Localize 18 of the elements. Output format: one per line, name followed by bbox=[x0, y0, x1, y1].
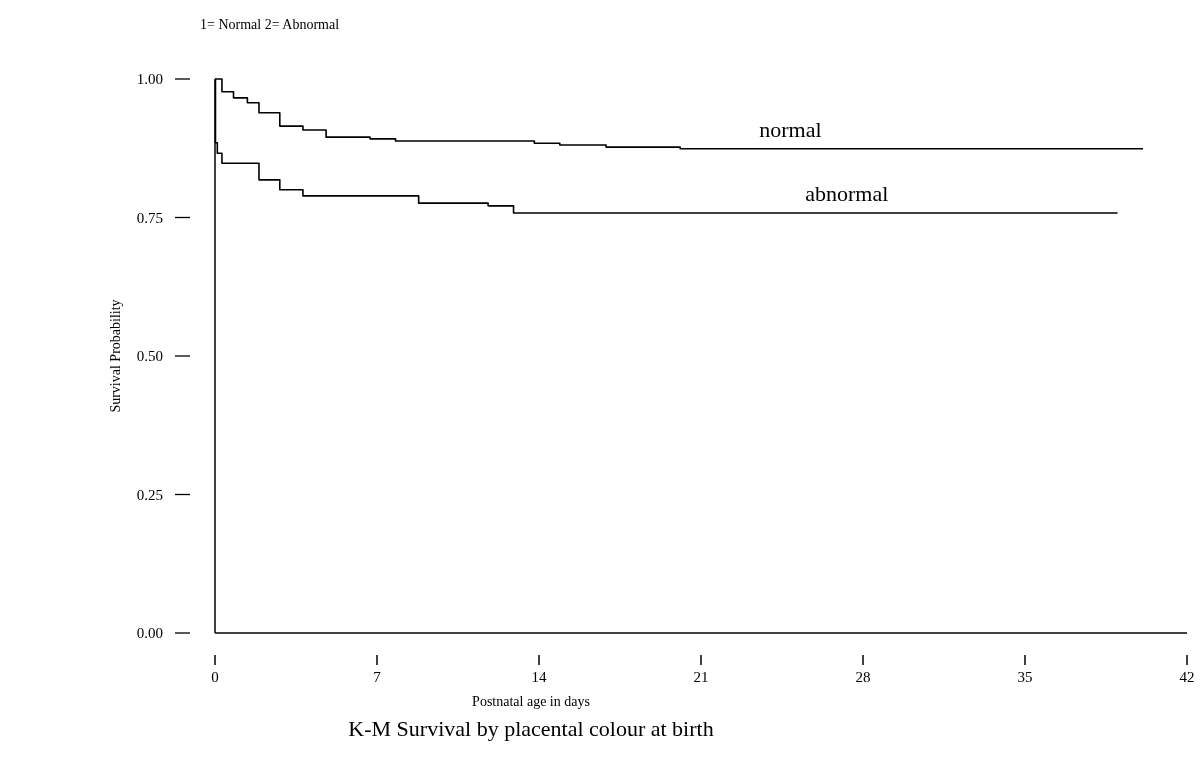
x-tick-label: 35 bbox=[1017, 669, 1033, 685]
text: K-M Survival by placental colour at birth bbox=[348, 716, 714, 741]
x-tick-label: 14 bbox=[531, 669, 547, 685]
y-tick-label: 0.25 bbox=[136, 486, 163, 503]
x-tick-label: 42 bbox=[1179, 669, 1195, 685]
y-tick-label: 1.00 bbox=[136, 71, 163, 88]
y-tick-label: 0.75 bbox=[136, 209, 163, 226]
y-tick-label: 0.50 bbox=[136, 348, 163, 365]
y-tick-label: 0.00 bbox=[136, 625, 163, 642]
text: 1= Normal 2= Abnormal bbox=[200, 17, 340, 32]
series-label: normal bbox=[759, 116, 822, 142]
series-label: abnormal bbox=[805, 181, 889, 207]
y-axis-title: Survival Probability bbox=[108, 299, 123, 413]
x-tick-label: 28 bbox=[855, 669, 871, 685]
x-tick-label: 7 bbox=[373, 669, 382, 685]
x-tick-label: 0 bbox=[211, 669, 219, 685]
x-tick-label: 21 bbox=[693, 669, 709, 685]
x-axis-title: Postnatal age in days bbox=[472, 694, 590, 709]
